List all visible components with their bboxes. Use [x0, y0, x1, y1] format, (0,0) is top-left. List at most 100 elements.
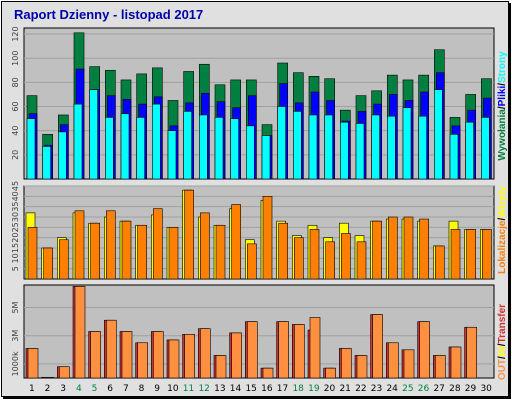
bar-bottom-out-day-1 [27, 348, 39, 379]
bar-bottom-out-day-11 [184, 334, 195, 379]
x-axis-label-day-23: 23 [371, 384, 382, 394]
bar-bottom-out-day-7 [121, 331, 133, 379]
bar-middle-lokalizacje-day-9 [153, 208, 163, 280]
bar-bottom-out-day-18 [294, 324, 305, 379]
bar-bottom-out-day-10 [168, 339, 180, 379]
y-tick-label: 10 [11, 253, 20, 263]
legend-entry: Wywołania [497, 109, 508, 161]
bar-top-strony-day-22 [355, 123, 365, 180]
bar-bottom-out-day-19 [309, 317, 321, 379]
bar-middle-lokalizacje-day-23 [372, 220, 382, 280]
report-title: Raport Dzienny - listopad 2017 [14, 7, 203, 22]
bar-bottom-out-day-17 [278, 321, 289, 379]
legend-bottom: OUT/IN/Transfer [497, 304, 508, 380]
y-tick-label: 20 [11, 233, 20, 243]
bar-top-strony-day-30 [481, 117, 490, 180]
bar-middle-lokalizacje-day-14 [231, 204, 241, 280]
legend-entry: OUT [497, 359, 508, 380]
x-axis-label-day-20: 20 [324, 384, 336, 394]
bar-top-strony-day-14 [230, 118, 239, 180]
bar-bottom-out-day-29 [466, 326, 477, 379]
bar-middle-lokalizacje-day-11 [184, 189, 194, 280]
x-axis-label-day-22: 22 [355, 384, 366, 394]
bar-top-strony-day-2 [42, 146, 51, 180]
bar-top-strony-day-15 [246, 125, 255, 180]
bar-bottom-out-day-12 [200, 328, 211, 379]
x-axis-label-day-7: 7 [123, 384, 129, 394]
x-axis-label-day-18: 18 [292, 384, 304, 394]
x-axis-label-day-9: 9 [154, 384, 160, 394]
bar-bottom-out-day-27 [435, 355, 446, 379]
legend-top: Wywołania/Pliki/Strony [497, 51, 508, 161]
bar-middle-lokalizacje-day-26 [419, 218, 429, 280]
bar-bottom-out-day-13 [215, 355, 227, 379]
bar-middle-lokalizacje-day-3 [59, 239, 69, 280]
x-axis-label-day-1: 1 [29, 384, 35, 394]
bar-middle-lokalizacje-day-4 [74, 210, 85, 280]
legend-entry: / [497, 106, 508, 109]
legend-entry: Lokalizacje [497, 220, 508, 274]
bar-top-strony-day-16 [261, 135, 271, 180]
bar-middle-lokalizacje-day-21 [341, 233, 351, 280]
bar-top-strony-day-13 [214, 117, 224, 180]
x-axis-label-day-2: 2 [45, 384, 51, 394]
y-tick-label: 80 [11, 77, 20, 87]
x-axis-label-day-19: 19 [308, 384, 320, 394]
bar-middle-lokalizacje-day-5 [90, 222, 100, 280]
x-axis-label-day-26: 26 [418, 384, 430, 394]
bar-bottom-out-day-3 [59, 366, 70, 379]
x-axis-label-day-5: 5 [92, 384, 98, 394]
bar-bottom-out-day-6 [106, 319, 117, 379]
bar-top-strony-day-24 [387, 115, 396, 180]
bar-top-strony-day-10 [167, 130, 177, 180]
legend-entry: IN [497, 346, 508, 356]
bar-bottom-out-day-8 [137, 342, 148, 379]
bar-middle-lokalizacje-day-2 [43, 247, 53, 280]
legend-entry: Strony [497, 51, 508, 83]
bar-middle-lokalizacje-day-10 [168, 227, 179, 280]
x-axis-label-day-21: 21 [339, 384, 350, 394]
y-tick-label: 15 [11, 243, 20, 253]
bar-middle-lokalizacje-day-16 [262, 196, 273, 280]
x-axis-label-day-13: 13 [214, 384, 225, 394]
y-tick-label: 45 [11, 181, 20, 191]
y-tick-label: 120 [11, 26, 20, 41]
y-tick-label: 20 [11, 150, 20, 160]
bar-bottom-out-day-20 [325, 367, 336, 379]
bar-bottom-out-day-4 [74, 286, 86, 379]
bar-middle-lokalizacje-day-20 [325, 241, 335, 280]
legend-entry: Wizyty [497, 186, 508, 218]
bar-middle-lokalizacje-day-30 [482, 229, 492, 280]
y-tick-label: 35 [11, 202, 20, 212]
bar-top-strony-day-6 [105, 117, 114, 180]
y-tick-label: 5M [11, 301, 20, 313]
bar-bottom-out-day-21 [341, 348, 352, 379]
bar-top-strony-day-19 [308, 114, 318, 180]
x-axis-label-day-3: 3 [60, 384, 66, 394]
bar-top-strony-day-23 [371, 114, 380, 180]
bar-bottom-out-day-23 [372, 314, 383, 379]
bar-bottom-out-day-22 [356, 355, 368, 379]
y-tick-label: 25 [11, 222, 20, 232]
y-tick-label: 40 [11, 191, 20, 201]
legend-entry: / [497, 356, 508, 359]
bar-bottom-out-day-15 [247, 321, 258, 379]
bar-top-strony-day-21 [340, 121, 349, 180]
y-tick-label: 3M [11, 330, 20, 342]
bar-middle-lokalizacje-day-17 [278, 222, 288, 280]
bar-top-strony-day-9 [152, 103, 161, 180]
x-axis-label-day-8: 8 [139, 384, 145, 394]
x-axis-label-day-12: 12 [198, 384, 209, 394]
bar-middle-lokalizacje-day-6 [106, 210, 116, 280]
y-tick-label: 60 [11, 101, 20, 111]
bar-bottom-out-day-25 [403, 349, 415, 379]
bar-top-strony-day-18 [293, 111, 302, 180]
plot-area [23, 27, 495, 180]
bar-middle-lokalizacje-day-7 [121, 220, 132, 280]
bar-top-strony-day-17 [277, 106, 286, 180]
x-axis-label-day-14: 14 [230, 384, 242, 394]
y-tick-label: 40 [11, 126, 20, 136]
